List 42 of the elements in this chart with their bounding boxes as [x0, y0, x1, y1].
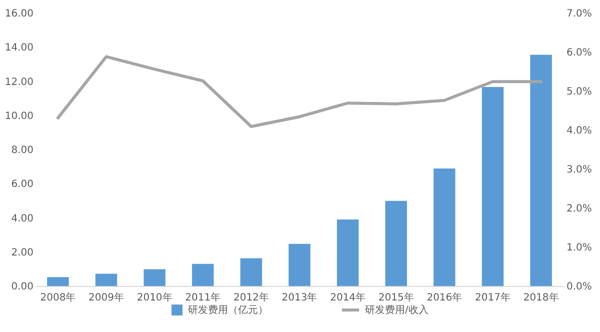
legend-label: 研发费用（亿元） — [188, 304, 268, 316]
y-tick-label: 12.00 — [4, 76, 34, 88]
y2-tick-label: 4.0% — [566, 126, 592, 136]
y2-tick-label: 5.0% — [566, 86, 592, 98]
bar — [434, 168, 456, 286]
bar — [240, 258, 262, 286]
bar — [144, 269, 166, 286]
y2-tick-label: 7.0% — [566, 8, 592, 20]
bar — [482, 87, 504, 286]
x-tick-label: 2012年 — [233, 292, 269, 304]
x-tick-label: 2010年 — [136, 292, 172, 304]
y2-tick-label: 2.0% — [566, 204, 592, 214]
y2-tick-label: 6.0% — [566, 48, 592, 58]
bar — [288, 244, 310, 286]
y-tick-label: 2.00 — [11, 247, 34, 258]
y-tick-label: 8.00 — [11, 145, 34, 156]
y-tick-label: 6.00 — [11, 179, 34, 190]
bar — [336, 219, 359, 286]
x-tick-label: 2017年 — [475, 292, 510, 304]
x-tick-label: 2013年 — [282, 292, 318, 304]
y-tick-label: 0.00 — [11, 282, 34, 292]
bar — [47, 277, 69, 286]
x-tick-label: 2015年 — [378, 292, 414, 304]
y-tick-label: 4.00 — [11, 213, 34, 224]
bar — [385, 200, 407, 286]
x-tick-label: 2008年 — [40, 292, 76, 304]
bar — [95, 274, 118, 286]
y2-tick-label: 0.0% — [566, 282, 592, 292]
x-tick-label: 2014年 — [330, 292, 366, 304]
y2-tick-label: 1.0% — [566, 242, 592, 254]
line-series — [56, 55, 543, 128]
x-tick-label: 2016年 — [426, 292, 462, 304]
y-tick-label: 14.00 — [4, 42, 34, 54]
x-tick-label: 2011年 — [185, 292, 221, 304]
x-tick-label: 2018年 — [523, 292, 559, 304]
bar — [192, 264, 214, 286]
y2-tick-label: 3.0% — [566, 164, 592, 176]
y-tick-label: 10.00 — [4, 110, 34, 122]
legend-label: 研发费用/收入 — [365, 304, 428, 316]
bar — [530, 54, 552, 286]
x-tick-label: 2009年 — [88, 292, 124, 304]
y-tick-label: 16.00 — [4, 8, 34, 20]
